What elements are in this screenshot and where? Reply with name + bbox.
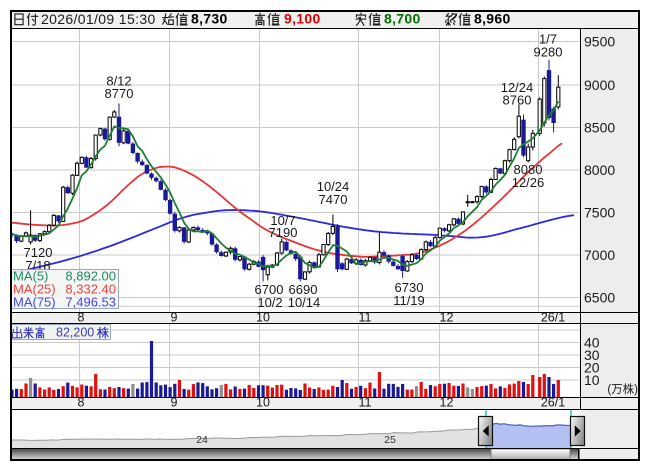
svg-text:10: 10 [256, 396, 270, 410]
svg-text:9280: 9280 [534, 45, 563, 60]
svg-text:7190: 7190 [269, 225, 298, 240]
svg-text:8760: 8760 [503, 93, 532, 108]
svg-text:8: 8 [78, 396, 85, 410]
svg-text:11: 11 [359, 396, 372, 410]
svg-text:1/7: 1/7 [539, 32, 557, 47]
svg-text:8080: 8080 [514, 162, 543, 177]
svg-text:11: 11 [359, 311, 372, 325]
svg-text:8000: 8000 [584, 162, 615, 178]
svg-text:8,700: 8,700 [384, 11, 421, 27]
svg-text:9000: 9000 [584, 77, 615, 93]
svg-text:12/24: 12/24 [501, 80, 534, 95]
svg-text:12/26: 12/26 [512, 175, 545, 190]
svg-text:2026/01/09 15:30: 2026/01/09 15:30 [41, 11, 156, 27]
svg-text:20: 20 [584, 359, 600, 375]
svg-text:9: 9 [171, 311, 178, 325]
svg-text:(万株): (万株) [607, 382, 638, 396]
svg-text:MA(5): MA(5) [13, 269, 48, 284]
svg-text:8770: 8770 [105, 86, 134, 101]
svg-text:6730: 6730 [395, 280, 424, 295]
svg-text:8/12: 8/12 [106, 74, 131, 89]
svg-text:8,332.40: 8,332.40 [65, 282, 116, 297]
svg-text:9: 9 [171, 396, 178, 410]
svg-text:7500: 7500 [584, 204, 615, 220]
svg-text:10: 10 [256, 311, 270, 325]
svg-text:12: 12 [440, 396, 454, 410]
svg-text:6690: 6690 [289, 282, 318, 297]
svg-text:6500: 6500 [584, 289, 615, 305]
svg-text:8,730: 8,730 [191, 11, 228, 27]
svg-text:10/14: 10/14 [288, 295, 321, 310]
svg-text:8,960: 8,960 [474, 11, 511, 27]
svg-text:10/7: 10/7 [270, 213, 295, 228]
svg-text:6700: 6700 [255, 282, 284, 297]
svg-text:9500: 9500 [584, 33, 615, 49]
svg-text:12: 12 [440, 311, 454, 325]
svg-text:7000: 7000 [584, 247, 615, 263]
svg-text:7120: 7120 [24, 245, 53, 260]
svg-text:9,100: 9,100 [284, 11, 321, 27]
svg-text:MA(75): MA(75) [13, 295, 56, 310]
svg-text:8: 8 [78, 311, 85, 325]
svg-text:10: 10 [584, 372, 600, 388]
svg-text:8,892.00: 8,892.00 [65, 269, 116, 284]
svg-text:7,496.53: 7,496.53 [65, 295, 116, 310]
svg-text:24: 24 [196, 434, 208, 446]
svg-text:11/19: 11/19 [393, 293, 425, 308]
svg-text:82,200: 82,200 [56, 325, 94, 339]
svg-text:MA(25): MA(25) [13, 282, 56, 297]
svg-text:10/24: 10/24 [317, 179, 350, 194]
svg-text:7470: 7470 [319, 192, 348, 207]
svg-text:10/2: 10/2 [257, 295, 282, 310]
svg-text:30: 30 [584, 347, 600, 363]
svg-text:26/1: 26/1 [541, 396, 565, 410]
svg-text:25: 25 [384, 434, 396, 446]
svg-text:8500: 8500 [584, 119, 615, 135]
svg-text:40: 40 [584, 334, 600, 350]
svg-text:26/1: 26/1 [541, 311, 565, 325]
